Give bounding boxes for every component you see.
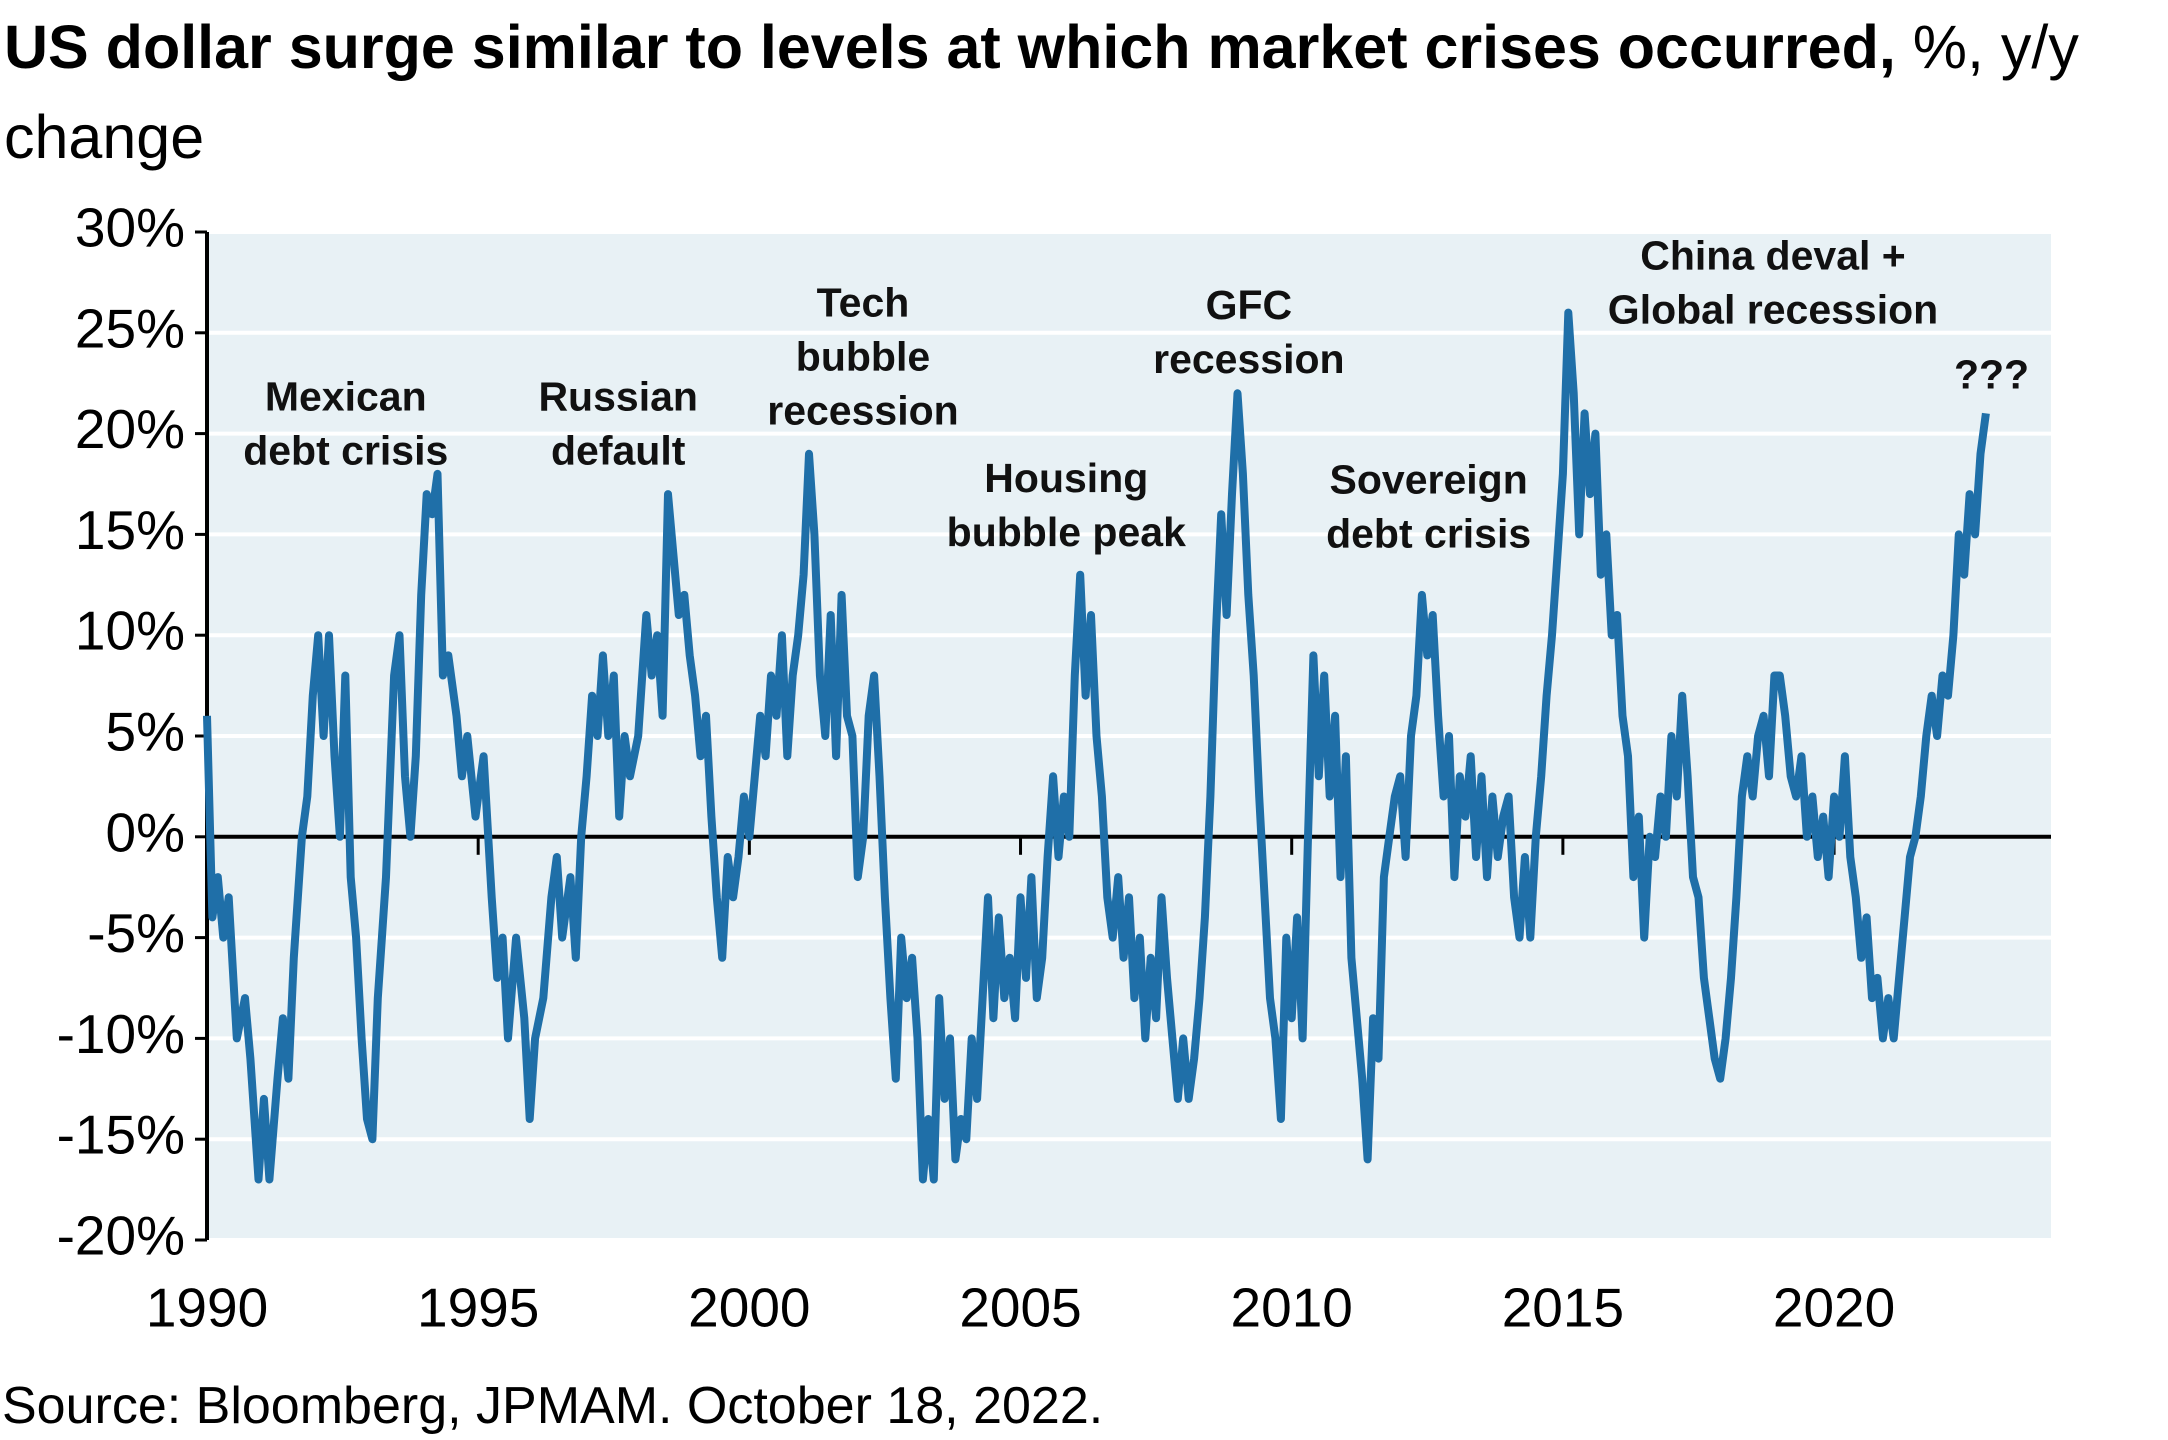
annotation: default: [551, 427, 686, 473]
y-tick-label: 10%: [75, 600, 185, 662]
annotation: Tech: [817, 279, 910, 325]
y-tick-label: 30%: [75, 197, 185, 259]
annotation: Mexican: [265, 374, 427, 420]
annotation: debt crisis: [1326, 510, 1531, 556]
x-tick-label: 2015: [1502, 1277, 1624, 1339]
annotation-question: ???: [1954, 351, 2029, 397]
annotation: recession: [767, 387, 958, 433]
annotation: bubble: [796, 333, 930, 379]
annotation: debt crisis: [243, 427, 448, 473]
x-tick-label: 2020: [1773, 1277, 1895, 1339]
source: Source: Bloomberg, JPMAM. October 18, 20…: [2, 1377, 1104, 1435]
y-tick-label: -10%: [57, 1003, 185, 1065]
y-tick-label: -15%: [57, 1104, 185, 1166]
x-tick-label: 2005: [959, 1277, 1081, 1339]
subtitle: %, y/y change: [4, 13, 2079, 171]
annotation: recession: [1153, 336, 1344, 382]
title: US dollar surge similar to levels at whi…: [4, 13, 1896, 81]
annotation: GFC: [1206, 282, 1293, 328]
annotation: Housing: [984, 455, 1148, 501]
y-tick-label: 25%: [75, 297, 185, 359]
y-tick-label: 5%: [106, 701, 186, 763]
annotation: Russian: [538, 374, 698, 420]
y-tick-label: -5%: [87, 902, 185, 964]
y-tick-label: 0%: [106, 801, 186, 863]
y-tick-label: -20%: [57, 1205, 185, 1267]
annotation: Global recession: [1608, 286, 1938, 332]
x-tick-label: 1995: [417, 1277, 539, 1339]
y-tick-label: 15%: [75, 499, 185, 561]
x-tick-label: 2010: [1231, 1277, 1353, 1339]
annotation: Sovereign: [1330, 456, 1528, 502]
x-tick-label: 2000: [688, 1277, 810, 1339]
y-tick-label: 20%: [75, 398, 185, 460]
x-tick-label: 1990: [146, 1277, 268, 1339]
data-line: [203, 308, 1990, 1184]
chart-title: US dollar surge similar to levels at whi…: [4, 2, 2154, 182]
annotation: China deval +: [1640, 232, 1905, 278]
annotation: bubble peak: [947, 509, 1186, 555]
